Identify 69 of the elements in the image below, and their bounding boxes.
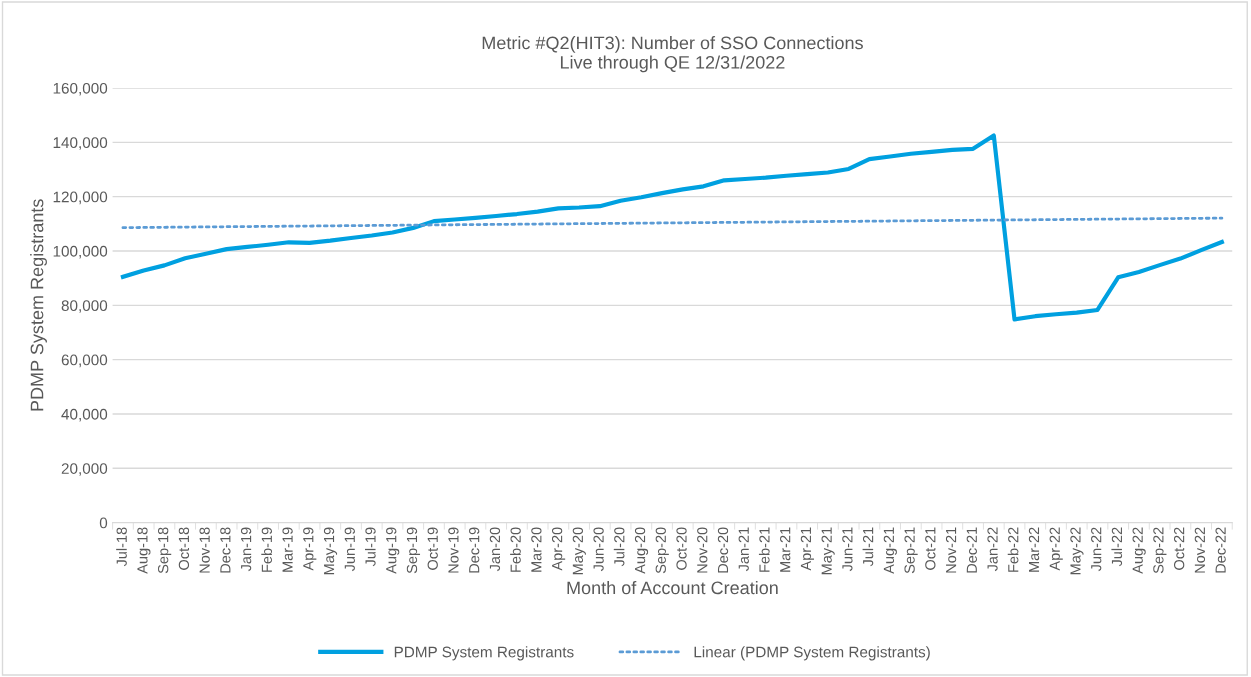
x-tick-label: Aug-18 xyxy=(137,527,151,574)
x-tick-label: Apr-20 xyxy=(551,527,566,571)
x-tick-label: Nov-18 xyxy=(199,527,210,573)
x-tick-label: Oct-18 xyxy=(178,527,190,570)
y-tick-label: 60,000 xyxy=(61,354,108,368)
x-tick-label: Mar-19 xyxy=(282,527,293,572)
x-tick-label: Oct-21 xyxy=(925,527,936,570)
x-tick-label: Jun-19 xyxy=(344,527,355,572)
x-tick-label: Jun-22 xyxy=(1091,527,1102,572)
y-tick-label: 80,000 xyxy=(61,300,108,313)
line-series xyxy=(120,133,1224,322)
x-tick-label: Aug-22 xyxy=(1132,527,1146,574)
y-axis-title: PDMP System Registrants xyxy=(30,199,47,411)
x-tick-label: Dec-22 xyxy=(1215,527,1226,573)
x-tick-label: Feb-20 xyxy=(510,527,521,572)
x-tick-label: Apr-22 xyxy=(1049,527,1063,571)
x-tick-label: Nov-19 xyxy=(448,527,459,573)
legend-label: PDMP System Registrants xyxy=(394,646,574,661)
x-tick-label: Jul-18 xyxy=(116,527,127,567)
y-tick-label: 120,000 xyxy=(53,191,108,205)
x-tick-label: Jul-21 xyxy=(862,527,874,567)
x-tick-label: May-19 xyxy=(323,527,338,575)
x-tick-label: Apr-19 xyxy=(303,527,317,571)
x-tick-label: May-22 xyxy=(1070,527,1084,575)
x-tick-label: Nov-21 xyxy=(945,527,957,573)
x-tick-label: May-20 xyxy=(572,527,586,575)
x-tick-label: Jun-21 xyxy=(842,527,853,572)
x-tick-label: Mar-20 xyxy=(531,527,542,572)
x-axis-title: Month of Account Creation xyxy=(567,580,778,595)
legend-label: Linear (PDMP System Registrants) xyxy=(694,646,930,661)
x-tick-label: Feb-19 xyxy=(261,527,273,572)
x-tick-label: Sep-20 xyxy=(655,527,669,574)
x-tick-label: Dec-18 xyxy=(220,527,231,573)
x-tick-label: Oct-22 xyxy=(1173,527,1185,570)
x-tick-label: Sep-19 xyxy=(406,527,421,574)
x-tick-label: Nov-22 xyxy=(1194,527,1206,573)
x-tick-label: Jun-20 xyxy=(593,527,604,572)
x-tick-label: Aug-21 xyxy=(883,527,897,574)
x-tick-label: Feb-21 xyxy=(758,527,770,572)
x-tick-label: Jan-22 xyxy=(987,527,998,572)
x-tick-label: Oct-20 xyxy=(676,527,687,570)
y-tick-label: 160,000 xyxy=(53,82,108,96)
x-tick-label: May-21 xyxy=(821,527,835,575)
x-tick-label: Apr-21 xyxy=(800,527,814,571)
x-tick-label: Sep-21 xyxy=(904,527,918,574)
y-tick-label: 0 xyxy=(99,517,108,529)
x-tick-label: Dec-19 xyxy=(469,527,480,573)
x-tick-label: Sep-22 xyxy=(1153,527,1167,574)
chart-title: Metric #Q2(HIT3): Number of SSO Connections Live through QE 12/31/2022 xyxy=(482,36,863,73)
x-tick-label: Sep-18 xyxy=(158,527,172,574)
x-tick-label: Jan-19 xyxy=(240,527,252,572)
x-tick-label: Mar-22 xyxy=(1028,527,1040,572)
x-tick-label: Dec-20 xyxy=(717,527,729,573)
x-tick-label: Aug-20 xyxy=(634,527,649,574)
x-tick-label: Mar-21 xyxy=(780,527,791,572)
x-tick-label: Jan-21 xyxy=(738,527,749,572)
x-tick-label: Jul-20 xyxy=(613,527,625,567)
x-tick-label: Jul-19 xyxy=(364,527,376,567)
x-tick-label: Feb-22 xyxy=(1007,527,1019,572)
x-tick-label: Jan-20 xyxy=(489,527,501,572)
x-tick-label: Jul-22 xyxy=(1111,527,1123,567)
y-tick-label: 40,000 xyxy=(61,408,108,422)
y-tick-label: 140,000 xyxy=(53,137,108,150)
x-tick-label: Oct-19 xyxy=(427,527,438,570)
x-tick-label: Dec-21 xyxy=(966,527,977,573)
y-tick-label: 20,000 xyxy=(61,463,108,476)
y-tick-label: 100,000 xyxy=(53,245,108,259)
x-tick-label: Aug-19 xyxy=(386,527,400,574)
x-tick-label: Nov-20 xyxy=(697,527,708,573)
